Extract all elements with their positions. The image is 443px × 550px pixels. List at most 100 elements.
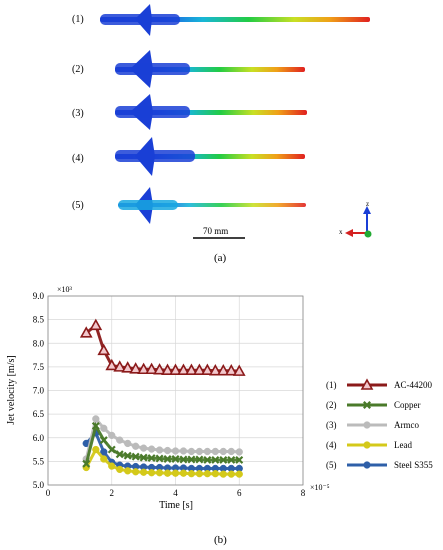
x-tick-label: 4 bbox=[173, 488, 178, 498]
data-point-marker bbox=[116, 436, 124, 444]
data-point-marker bbox=[227, 470, 235, 478]
data-point-marker bbox=[201, 363, 214, 375]
legend-label: Steel S355 bbox=[394, 460, 433, 470]
data-point-marker bbox=[113, 360, 127, 372]
legend-number: (5) bbox=[326, 460, 337, 470]
data-point-marker bbox=[171, 469, 180, 477]
data-point-marker bbox=[100, 424, 108, 432]
data-point-marker bbox=[216, 364, 230, 376]
data-point-marker bbox=[163, 446, 172, 455]
row-label-5: (5) bbox=[72, 200, 84, 211]
series-copper bbox=[82, 421, 244, 468]
y-tick-label: 5.5 bbox=[33, 456, 45, 466]
data-point-marker bbox=[115, 450, 124, 459]
data-point-marker bbox=[116, 465, 124, 474]
data-point-marker bbox=[132, 468, 140, 476]
data-point-marker bbox=[195, 455, 204, 464]
data-point-marker bbox=[179, 447, 188, 455]
data-point-marker bbox=[92, 445, 100, 454]
data-point-marker bbox=[121, 361, 135, 373]
legend-item: (1) AC-44200 bbox=[326, 378, 432, 390]
legend-label: AC-44200 bbox=[394, 380, 432, 390]
data-point-marker bbox=[92, 415, 100, 423]
legend-item: (2) Copper bbox=[326, 400, 421, 410]
axis-ticks: 5.0 5.5 6.0 6.5 7.0 7.5 8.0 8.5 9.0 0 2 4 6 8 bbox=[33, 291, 306, 498]
legend-label: Armco bbox=[394, 420, 419, 430]
data-point-marker bbox=[107, 445, 116, 454]
y-tick-label: 5.0 bbox=[33, 480, 45, 490]
data-point-marker bbox=[171, 447, 180, 455]
legend-number: (2) bbox=[326, 400, 337, 410]
data-point-marker bbox=[187, 470, 196, 478]
data-point-marker bbox=[195, 470, 204, 478]
y-tick-label: 9.0 bbox=[33, 291, 45, 301]
data-point-marker bbox=[211, 455, 220, 464]
data-point-marker bbox=[363, 401, 371, 409]
data-point-marker bbox=[91, 421, 100, 430]
data-point-marker bbox=[360, 378, 374, 390]
data-point-marker bbox=[89, 318, 103, 331]
data-point-marker bbox=[123, 451, 132, 460]
data-point-marker bbox=[187, 455, 196, 464]
data-point-marker bbox=[163, 469, 172, 477]
data-point-marker bbox=[155, 454, 164, 463]
data-point-marker bbox=[235, 455, 244, 464]
plot-frame bbox=[47, 295, 304, 486]
y-tick-label: 7.5 bbox=[33, 362, 45, 372]
data-point-marker bbox=[171, 455, 180, 463]
series-armco bbox=[82, 415, 243, 463]
data-point-marker bbox=[179, 469, 188, 477]
data-point-marker bbox=[179, 455, 188, 464]
data-point-marker bbox=[193, 363, 206, 375]
data-point-marker bbox=[147, 454, 156, 463]
data-point-marker bbox=[227, 455, 236, 464]
jet-image-3 bbox=[115, 94, 307, 130]
data-point-marker bbox=[97, 343, 111, 356]
x-axis-title: Time [s] bbox=[159, 500, 193, 511]
series-lead bbox=[82, 445, 243, 478]
jet-image-4 bbox=[115, 137, 305, 176]
data-point-marker bbox=[100, 455, 108, 463]
velocity-chart: 5.0 5.5 6.0 6.5 7.0 7.5 8.0 8.5 9.0 0 2 4 6 8 ×10³ ×1… bbox=[6, 285, 433, 511]
data-point-marker bbox=[132, 442, 140, 450]
data-point-marker bbox=[363, 461, 371, 469]
data-point-marker bbox=[108, 462, 116, 470]
data-point-marker bbox=[131, 452, 140, 461]
data-point-marker bbox=[185, 363, 198, 375]
y-tick-label: 7.0 bbox=[33, 386, 45, 396]
data-point-marker bbox=[195, 447, 204, 456]
y-tick-label: 6.0 bbox=[33, 433, 45, 443]
legend-label: Copper bbox=[394, 400, 421, 410]
legend-item: (4) Lead bbox=[326, 440, 412, 450]
row-label-1: (1) bbox=[72, 14, 84, 25]
data-point-marker bbox=[147, 445, 156, 453]
series-layer bbox=[79, 318, 246, 478]
axis-z-label: z bbox=[366, 200, 370, 208]
data-point-marker bbox=[219, 455, 228, 464]
data-point-marker bbox=[108, 431, 116, 440]
data-point-marker bbox=[177, 363, 190, 375]
legend-item: (5) Steel S355 bbox=[326, 460, 433, 470]
data-point-marker bbox=[235, 448, 243, 456]
y-tick-label: 6.5 bbox=[33, 409, 45, 419]
data-point-marker bbox=[145, 362, 158, 375]
data-point-marker bbox=[187, 447, 196, 456]
y-axis-title: Jet velocity [m/s] bbox=[6, 355, 17, 424]
data-point-marker bbox=[139, 444, 148, 452]
data-point-marker bbox=[124, 467, 132, 475]
legend-number: (1) bbox=[326, 380, 337, 390]
caption-a: (a) bbox=[214, 252, 227, 264]
data-point-marker bbox=[219, 470, 227, 478]
y-tick-label: 8.5 bbox=[33, 315, 45, 325]
data-point-marker bbox=[139, 453, 148, 462]
legend-number: (3) bbox=[326, 420, 337, 430]
data-point-marker bbox=[232, 364, 246, 376]
caption-b: (b) bbox=[214, 534, 227, 546]
jet-images bbox=[100, 4, 372, 239]
jet-image-2 bbox=[115, 50, 305, 88]
data-point-marker bbox=[100, 448, 108, 456]
data-point-marker bbox=[211, 447, 219, 456]
data-point-marker bbox=[363, 421, 371, 429]
x-tick-label: 0 bbox=[46, 488, 51, 498]
axis-x-label: x bbox=[339, 228, 343, 236]
